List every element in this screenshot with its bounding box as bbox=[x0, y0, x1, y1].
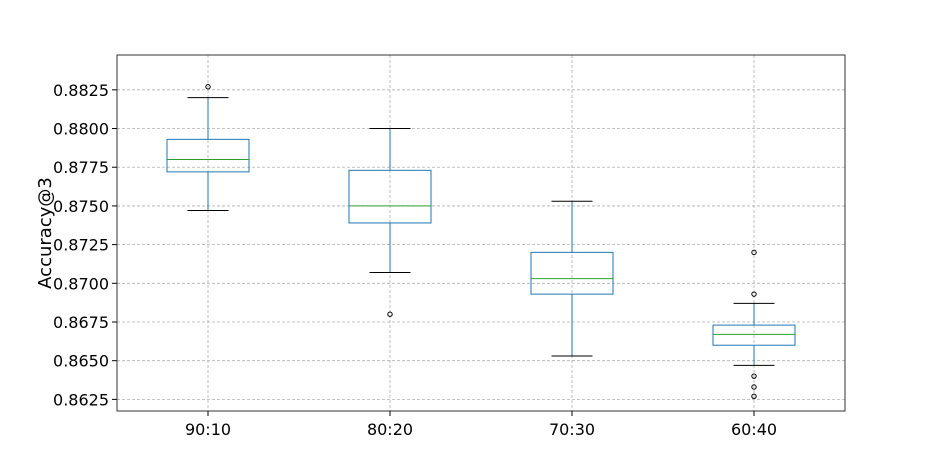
y-tick-label: 0.8725 bbox=[53, 236, 109, 255]
x-tick-label: 70:30 bbox=[549, 420, 595, 439]
plot-frame bbox=[116, 54, 846, 412]
iqr-box bbox=[712, 324, 796, 346]
y-tick-label: 0.8675 bbox=[53, 313, 109, 332]
box-80-20 bbox=[348, 128, 432, 317]
x-tick-label: 80:20 bbox=[367, 420, 413, 439]
y-tick-label: 0.8825 bbox=[53, 81, 109, 100]
outlier-point bbox=[751, 384, 757, 390]
y-tick-label: 0.8650 bbox=[53, 352, 109, 371]
y-tick-label: 0.8625 bbox=[53, 390, 109, 409]
iqr-box bbox=[348, 169, 432, 224]
grid-lines bbox=[117, 55, 845, 411]
outlier-point bbox=[387, 311, 393, 317]
box-60-40 bbox=[712, 249, 796, 399]
outlier-point bbox=[751, 393, 757, 399]
outlier-point bbox=[205, 84, 211, 90]
x-tick-label: 90:10 bbox=[185, 420, 231, 439]
outlier-point bbox=[751, 291, 757, 297]
iqr-box bbox=[166, 138, 250, 173]
y-tick-label: 0.8775 bbox=[53, 158, 109, 177]
y-axis-ticks: 0.8625 0.8650 0.8675 0.8700 0.8725 0.8750 0.87… bbox=[53, 81, 117, 409]
y-tick-label: 0.8700 bbox=[53, 274, 109, 293]
boxes bbox=[166, 84, 796, 399]
y-tick-label: 0.8800 bbox=[53, 120, 109, 139]
x-axis-ticks: 90:10 80:20 70:30 60:40 bbox=[185, 411, 777, 439]
y-axis-label: Accuracy@3 bbox=[35, 177, 56, 289]
box-70-30 bbox=[530, 200, 614, 357]
box-90-10 bbox=[166, 84, 250, 212]
y-tick-label: 0.8750 bbox=[53, 197, 109, 216]
x-tick-label: 60:40 bbox=[731, 420, 777, 439]
outlier-point bbox=[751, 249, 757, 256]
outlier-point bbox=[751, 373, 757, 379]
iqr-box bbox=[530, 251, 614, 295]
